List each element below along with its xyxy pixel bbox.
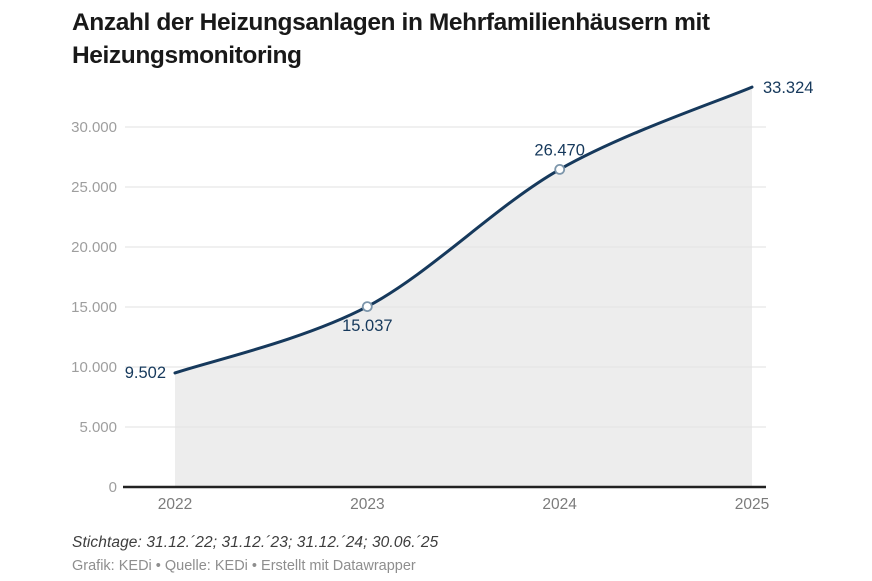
chart-byline: Grafik: KEDi • Quelle: KEDi • Erstellt m…: [72, 558, 416, 574]
data-point-label: 33.324: [763, 79, 813, 97]
y-axis-label: 10.000: [71, 359, 117, 376]
chart-title-line2: Heizungsmonitoring: [72, 42, 302, 69]
chart-title-line1: Anzahl der Heizungsanlagen in Mehrfamili…: [72, 9, 710, 36]
y-axis-label: 5.000: [79, 419, 117, 436]
x-axis-label: 2024: [542, 496, 577, 513]
x-axis-label: 2023: [350, 496, 384, 513]
y-axis-label: 20.000: [71, 239, 117, 256]
data-point-marker[interactable]: [361, 301, 373, 313]
chart-title: Anzahl der Heizungsanlagen in Mehrfamili…: [72, 6, 812, 72]
data-point-label: 9.502: [125, 364, 166, 382]
y-axis-label: 0: [109, 479, 117, 496]
data-point-label: 15.037: [342, 317, 392, 335]
y-axis-label: 25.000: [71, 179, 117, 196]
data-point-label: 26.470: [534, 141, 584, 159]
chart-notes: Stichtage: 31.12.´22; 31.12.´23; 31.12.´…: [72, 534, 439, 551]
data-point-marker[interactable]: [554, 163, 566, 175]
y-axis-label: 15.000: [71, 299, 117, 316]
x-axis-label: 2025: [735, 496, 769, 513]
x-axis-label: 2022: [158, 496, 192, 513]
data-line: [173, 85, 754, 375]
y-axis-label: 30.000: [71, 119, 117, 136]
